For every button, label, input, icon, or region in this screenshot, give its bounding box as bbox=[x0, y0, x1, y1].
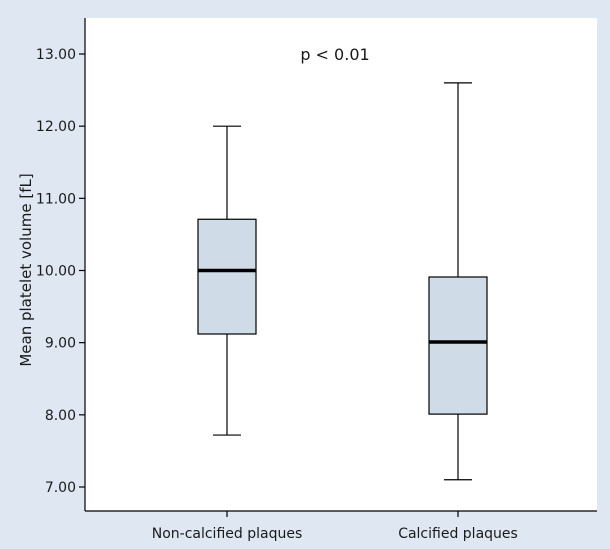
y-tick-label: 12.00 bbox=[36, 119, 76, 135]
boxes bbox=[197, 82, 488, 481]
y-tick-label: 10.00 bbox=[36, 264, 76, 280]
x-tick-label: Calcified plaques bbox=[398, 526, 518, 542]
y-tick-label: 9.00 bbox=[45, 336, 76, 352]
p-value-annotation: p < 0.01 bbox=[300, 45, 369, 64]
iqr-box bbox=[197, 218, 257, 335]
y-tick-label: 7.00 bbox=[45, 480, 76, 496]
x-tick-label: Non-calcified plaques bbox=[152, 526, 303, 542]
iqr-box bbox=[428, 276, 488, 415]
y-tick-label: 8.00 bbox=[45, 408, 76, 424]
plot-area bbox=[85, 18, 597, 511]
y-axis-title: Mean platelet volume [fL] bbox=[17, 173, 35, 366]
y-tick-label: 11.00 bbox=[36, 191, 76, 207]
y-tick-label: 13.00 bbox=[36, 47, 76, 63]
axes: 7.00 8.00 9.00 10.00 11.00 12.00 13.00 Non-calc… bbox=[36, 18, 597, 542]
